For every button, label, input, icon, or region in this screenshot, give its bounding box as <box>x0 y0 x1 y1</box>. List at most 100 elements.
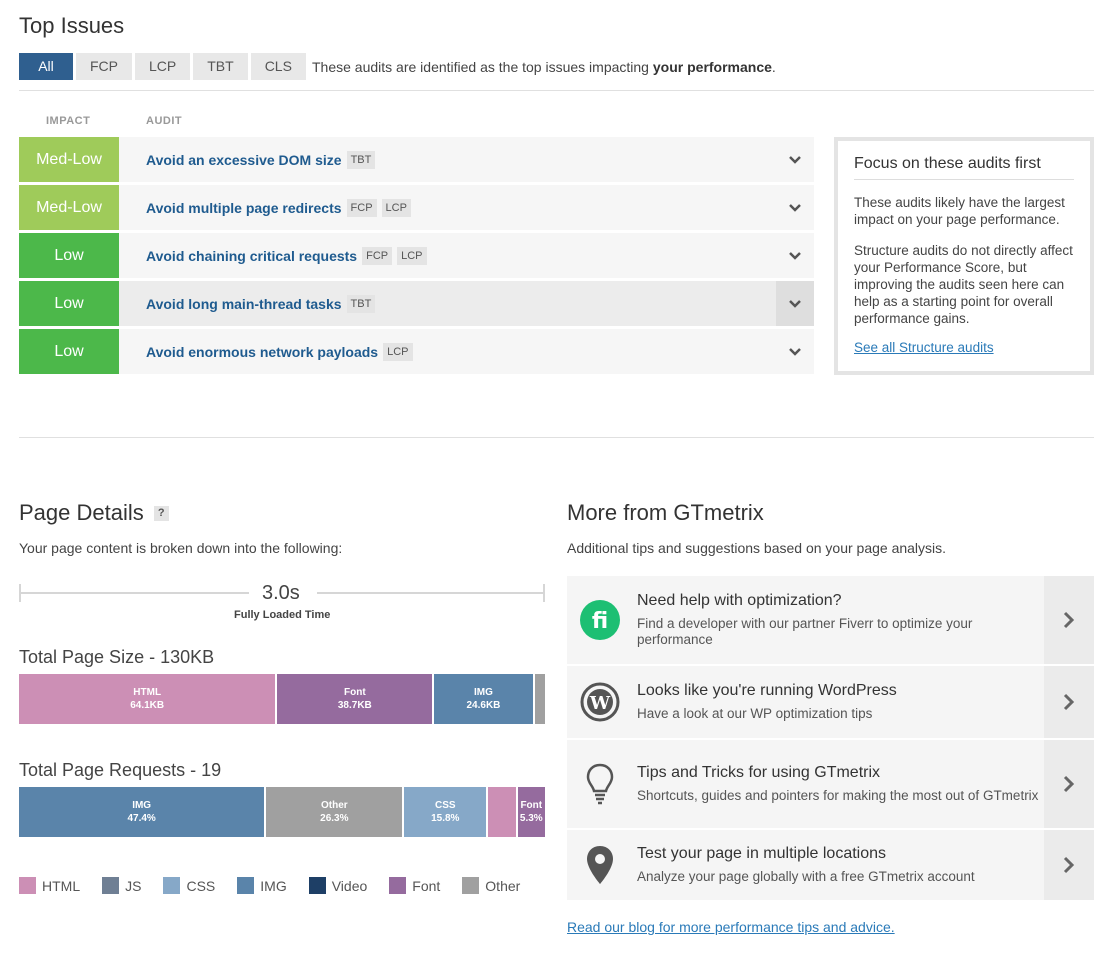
audit-title[interactable]: Avoid enormous network payloads <box>146 343 379 360</box>
impact-badge: Med-Low <box>19 185 119 230</box>
focus-text: These audits likely have the largest imp… <box>854 195 1065 227</box>
chevron-right-icon[interactable] <box>1044 830 1094 900</box>
card-title: Test your page in multiple locations <box>637 845 887 862</box>
focus-panel: Focus on these audits first These audits… <box>834 137 1094 375</box>
card-tips[interactable]: Tips and Tricks for using GTmetrix Short… <box>567 740 1094 828</box>
chevron-down-icon[interactable] <box>776 329 814 374</box>
focus-text: Structure audits do not directly affect … <box>854 243 1073 326</box>
audit-row[interactable]: Low Avoid long main-thread tasks TBT <box>19 281 814 326</box>
impact-badge: Low <box>19 329 119 374</box>
map-pin-icon <box>567 830 633 900</box>
tab-cls[interactable]: CLS <box>250 53 306 80</box>
legend-swatch <box>163 877 181 894</box>
segment-value: 15.8% <box>431 813 460 824</box>
bar-segment: Other 26.3% <box>266 787 403 837</box>
bar-segment <box>534 674 545 724</box>
page-size-title: Total Page Size - 130KB <box>19 647 215 667</box>
segment-label: IMG <box>474 687 493 698</box>
legend-label: CSS <box>186 877 216 894</box>
legend-label: Video <box>331 877 368 894</box>
segment-label: Font <box>344 687 366 698</box>
segment-label: HTML <box>133 687 162 698</box>
bar-segment: Font 38.7KB <box>277 674 433 724</box>
bar-segment: CSS 15.8% <box>404 787 487 837</box>
segment-label: IMG <box>132 800 152 811</box>
metric-tag: FCP <box>346 198 377 217</box>
page-details-subtitle: Your page content is broken down into th… <box>19 540 343 556</box>
legend-label: JS <box>125 877 142 894</box>
card-text: Have a look at our WP optimization tips <box>637 706 873 721</box>
wordpress-icon: W <box>567 666 633 738</box>
card-title: Looks like you're running WordPress <box>637 682 897 699</box>
impact-badge: Low <box>19 281 119 326</box>
segment-value: 5.3% <box>519 813 543 824</box>
card-text: Analyze your page globally with a free G… <box>637 869 975 884</box>
metric-tag: FCP <box>362 246 393 265</box>
chevron-down-icon[interactable] <box>776 185 814 230</box>
segment-value: 64.1KB <box>130 700 165 711</box>
legend-item: JS <box>102 877 141 894</box>
fiverr-icon: fi <box>567 576 633 664</box>
segment-value: 26.3% <box>320 813 349 824</box>
audit-title[interactable]: Avoid chaining critical requests <box>146 247 358 264</box>
legend-item: IMG <box>237 877 287 894</box>
card-text: Find a developer with our partner Fiverr… <box>637 616 973 647</box>
chevron-down-icon[interactable] <box>776 233 814 278</box>
bar-segment: Font 5.3% <box>517 787 545 837</box>
card-fiverr[interactable]: fi Need help with optimization? Find a d… <box>567 576 1094 664</box>
segment-label: Other <box>321 800 348 811</box>
blog-link[interactable]: Read our blog for more performance tips … <box>567 919 895 935</box>
timeline-line <box>317 592 545 594</box>
audit-row[interactable]: Med-Low Avoid an excessive DOM size TBT <box>19 137 814 182</box>
timeline-line <box>19 592 249 594</box>
legend-label: Font <box>412 877 441 894</box>
chevron-down-icon[interactable] <box>776 137 814 182</box>
metric-tag: LCP <box>397 246 427 265</box>
content-type-legend: HTML JS CSS IMG Video Font Other <box>19 877 520 894</box>
audit-row[interactable]: Med-Low Avoid multiple page redirects FCP L… <box>19 185 814 230</box>
chevron-right-icon[interactable] <box>1044 740 1094 828</box>
more-title: More from GTmetrix <box>567 500 764 525</box>
bar-segment: IMG 47.4% <box>19 787 265 837</box>
audit-title[interactable]: Avoid an excessive DOM size <box>146 151 342 168</box>
tab-tbt[interactable]: TBT <box>193 53 248 80</box>
bar-segment <box>488 787 516 837</box>
audit-row[interactable]: Low Avoid chaining critical requests FCP LC… <box>19 233 814 278</box>
tab-lcp[interactable]: LCP <box>135 53 191 80</box>
card-wordpress[interactable]: W Looks like you're running WordPress Ha… <box>567 666 1094 738</box>
audit-title[interactable]: Avoid multiple page redirects <box>146 199 342 216</box>
page-requests-bar: IMG 47.4% Other 26.3% CSS 15.8% Font 5.3% <box>19 787 545 837</box>
audit-row[interactable]: Low Avoid enormous network payloads LCP <box>19 329 814 374</box>
lightbulb-icon <box>567 740 633 828</box>
metric-tag: LCP <box>381 198 411 217</box>
page-details-title: Page Details ? <box>19 500 169 526</box>
audit-column-header: AUDIT <box>146 115 183 127</box>
segment-label: Font <box>520 800 543 811</box>
see-all-structure-link[interactable]: See all Structure audits <box>854 340 994 355</box>
audit-title[interactable]: Avoid long main-thread tasks <box>146 295 342 312</box>
svg-text:fi: fi <box>592 609 608 634</box>
legend-label: Other <box>485 877 521 894</box>
legend-item: Video <box>308 877 368 894</box>
chevron-down-icon[interactable] <box>776 281 814 326</box>
segment-value: 38.7KB <box>337 700 372 711</box>
impact-badge: Med-Low <box>19 137 119 182</box>
chevron-right-icon[interactable] <box>1044 576 1094 664</box>
help-icon[interactable]: ? <box>153 505 169 521</box>
segment-value: 24.6KB <box>466 700 501 711</box>
chevron-right-icon[interactable] <box>1044 666 1094 738</box>
card-text: Shortcuts, guides and pointers for makin… <box>637 788 1039 803</box>
tab-all[interactable]: All <box>19 53 73 80</box>
more-subtitle: Additional tips and suggestions based on… <box>567 540 947 556</box>
page-requests-title: Total Page Requests - 19 <box>19 760 222 780</box>
tab-fcp[interactable]: FCP <box>76 53 132 80</box>
legend-swatch <box>237 877 255 894</box>
page-size-bar: HTML 64.1KB Font 38.7KB IMG 24.6KB <box>19 674 545 724</box>
focus-title: Focus on these audits first <box>854 155 1074 180</box>
segment-label: CSS <box>434 800 456 811</box>
card-title: Tips and Tricks for using GTmetrix <box>637 764 881 781</box>
card-locations[interactable]: Test your page in multiple locations Ana… <box>567 830 1094 900</box>
metric-tabs: All FCP LCP TBT CLS <box>19 53 306 80</box>
card-title: Need help with optimization? <box>637 592 842 609</box>
timeline-end-tick <box>543 584 545 602</box>
